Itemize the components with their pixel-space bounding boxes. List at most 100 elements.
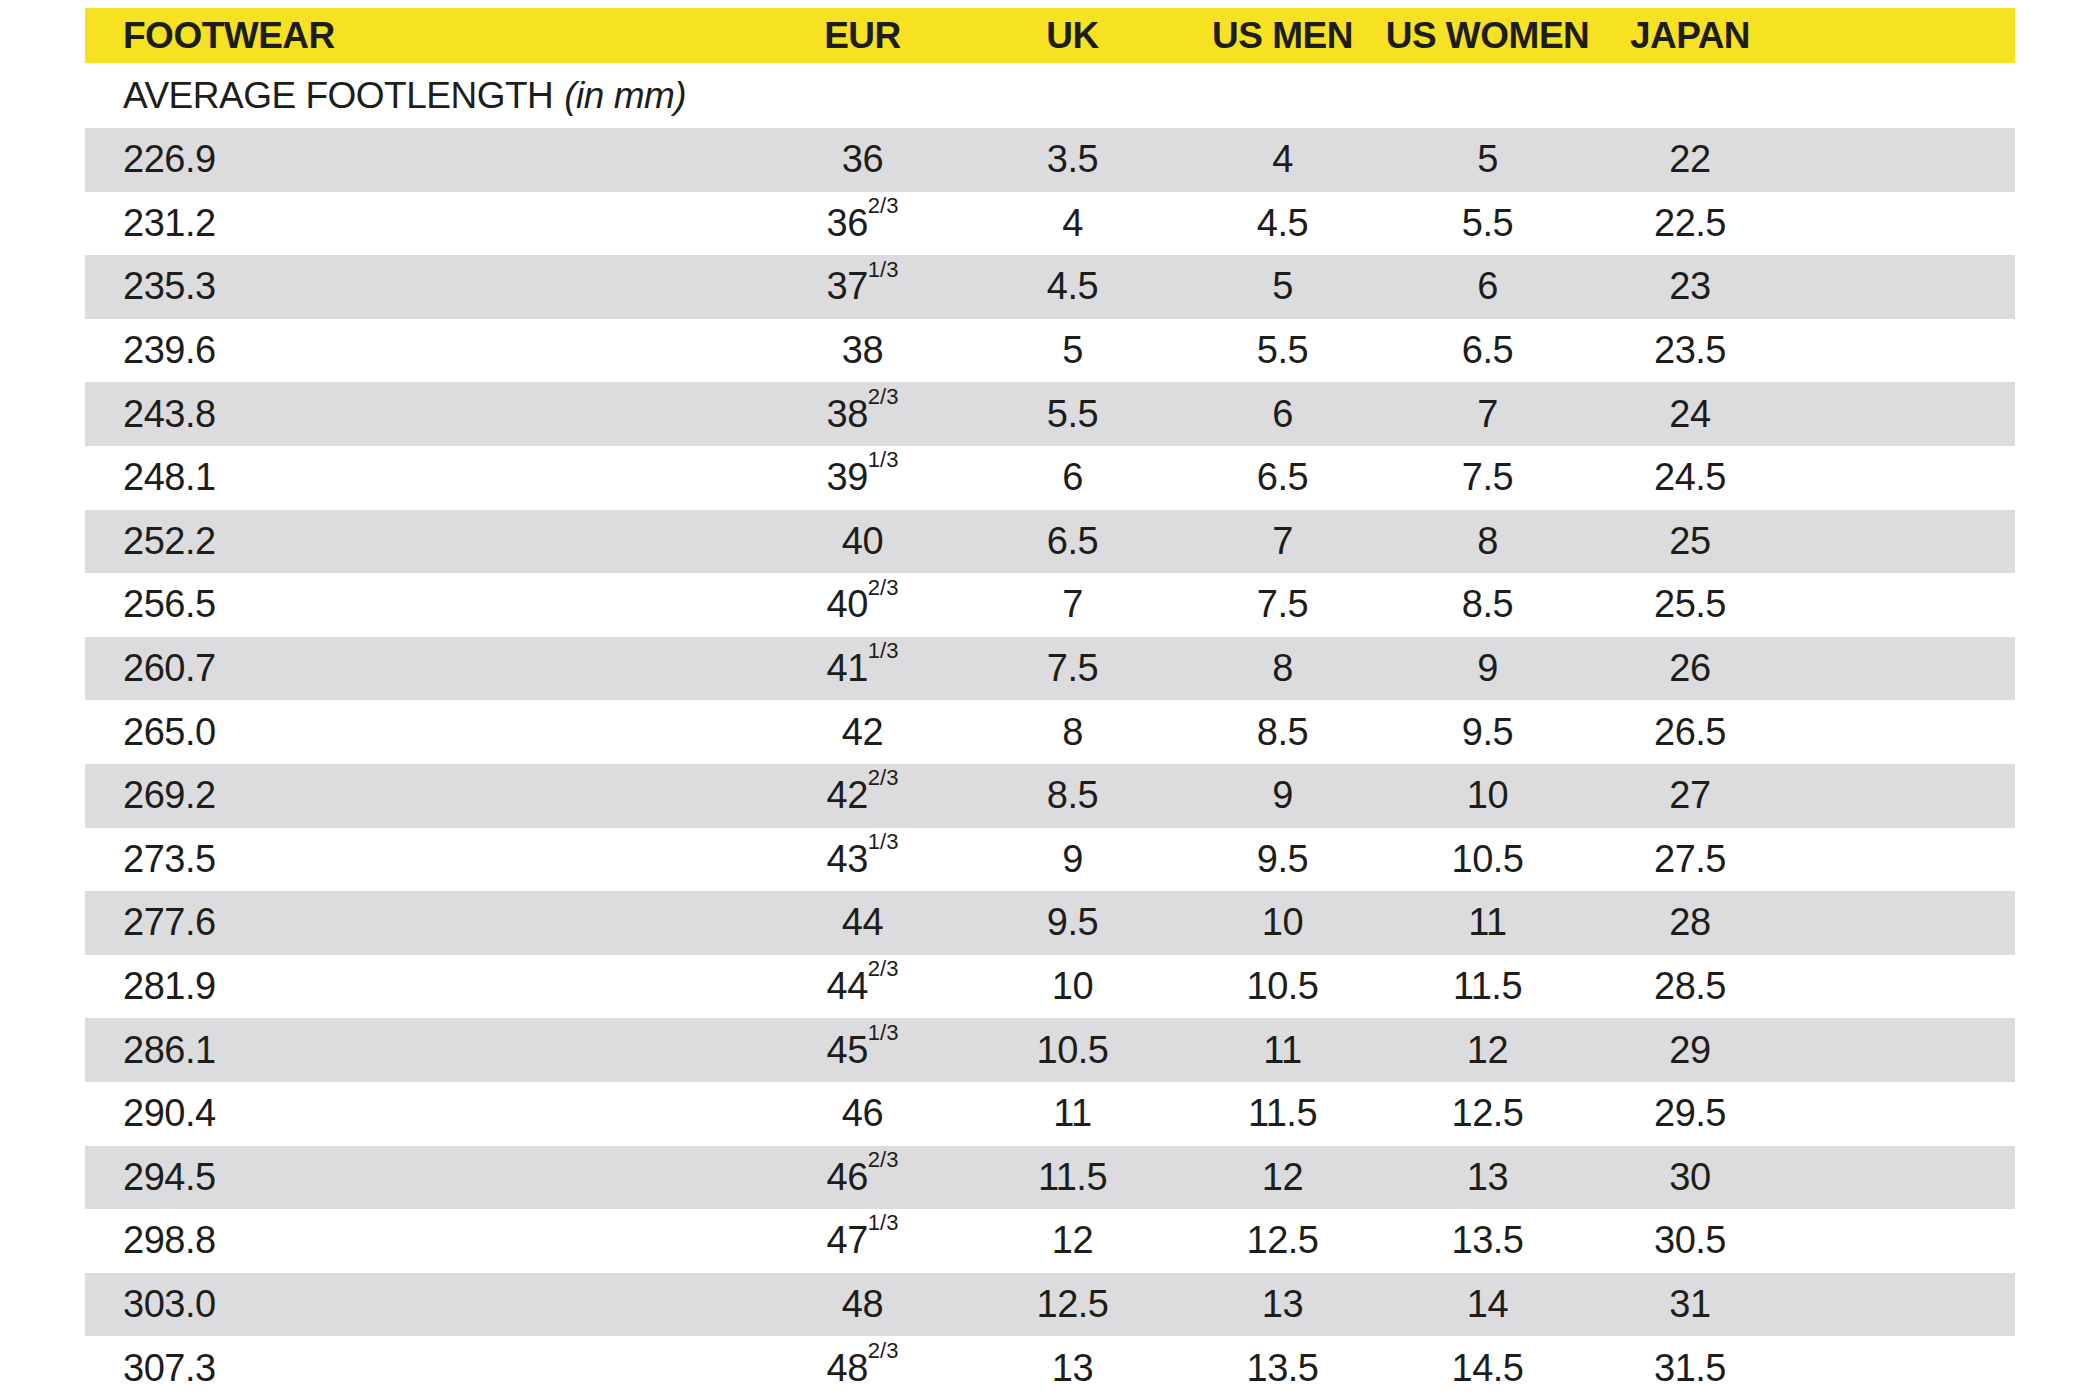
table-row: 290.4 46 11 11.5 12.5 29.5 bbox=[85, 1082, 2015, 1146]
us-women-cell: 9.5 bbox=[1385, 711, 1590, 754]
footlength-cell: 248.1 bbox=[85, 456, 760, 499]
eur-cell: 42 bbox=[760, 711, 965, 754]
us-men-cell: 7.5 bbox=[1180, 583, 1385, 626]
eur-cell: 36 bbox=[760, 138, 965, 181]
eur-cell: 46 bbox=[760, 1092, 965, 1135]
eur-cell: 431/3 bbox=[760, 838, 965, 881]
eur-cell: 462/3 bbox=[760, 1156, 965, 1199]
footlength-cell: 290.4 bbox=[85, 1092, 760, 1135]
table-row: 298.8 471/3 12 12.5 13.5 30.5 bbox=[85, 1209, 2015, 1273]
eur-fraction: 1/3 bbox=[868, 1210, 899, 1235]
uk-cell: 10 bbox=[965, 965, 1180, 1008]
eur-cell: 38 bbox=[760, 329, 965, 372]
eur-fraction: 1/3 bbox=[868, 1020, 899, 1045]
footlength-cell: 269.2 bbox=[85, 774, 760, 817]
japan-cell: 29 bbox=[1590, 1029, 1790, 1072]
eur-cell: 48 bbox=[760, 1283, 965, 1326]
eur-fraction: 1/3 bbox=[868, 638, 899, 663]
subheader-unit: (in mm) bbox=[564, 75, 686, 117]
uk-cell: 4.5 bbox=[965, 265, 1180, 308]
eur-cell: 471/3 bbox=[760, 1219, 965, 1262]
uk-cell: 6 bbox=[965, 456, 1180, 499]
us-men-cell: 9 bbox=[1180, 774, 1385, 817]
footlength-cell: 307.3 bbox=[85, 1347, 760, 1390]
eur-cell: 362/3 bbox=[760, 202, 965, 245]
footlength-cell: 281.9 bbox=[85, 965, 760, 1008]
us-women-cell: 14 bbox=[1385, 1283, 1590, 1326]
japan-cell: 28 bbox=[1590, 901, 1790, 944]
japan-cell: 27.5 bbox=[1590, 838, 1790, 881]
us-women-cell: 8.5 bbox=[1385, 583, 1590, 626]
us-men-cell: 9.5 bbox=[1180, 838, 1385, 881]
uk-cell: 9 bbox=[965, 838, 1180, 881]
us-men-cell: 11 bbox=[1180, 1029, 1385, 1072]
us-men-cell: 8 bbox=[1180, 647, 1385, 690]
eur-fraction: 2/3 bbox=[868, 956, 899, 981]
us-men-cell: 10 bbox=[1180, 901, 1385, 944]
us-women-cell: 7 bbox=[1385, 393, 1590, 436]
column-header-japan: JAPAN bbox=[1590, 15, 1790, 57]
subheader-row: AVERAGE FOOTLENGTH (in mm) bbox=[85, 63, 2015, 128]
table-row: 307.3 482/3 13 13.5 14.5 31.5 bbox=[85, 1336, 2015, 1400]
eur-fraction: 2/3 bbox=[868, 1147, 899, 1172]
footlength-cell: 252.2 bbox=[85, 520, 760, 563]
table-row: 286.1 451/3 10.5 11 12 29 bbox=[85, 1018, 2015, 1082]
column-header-us-women: US WOMEN bbox=[1385, 15, 1590, 57]
japan-cell: 29.5 bbox=[1590, 1092, 1790, 1135]
japan-cell: 26 bbox=[1590, 647, 1790, 690]
eur-cell: 382/3 bbox=[760, 393, 965, 436]
table-row: 239.6 38 5 5.5 6.5 23.5 bbox=[85, 319, 2015, 383]
us-men-cell: 12.5 bbox=[1180, 1219, 1385, 1262]
us-women-cell: 9 bbox=[1385, 647, 1590, 690]
eur-cell: 402/3 bbox=[760, 583, 965, 626]
uk-cell: 11.5 bbox=[965, 1156, 1180, 1199]
us-women-cell: 12 bbox=[1385, 1029, 1590, 1072]
uk-cell: 10.5 bbox=[965, 1029, 1180, 1072]
uk-cell: 8.5 bbox=[965, 774, 1180, 817]
footlength-cell: 273.5 bbox=[85, 838, 760, 881]
table-row: 235.3 371/3 4.5 5 6 23 bbox=[85, 255, 2015, 319]
us-men-cell: 6.5 bbox=[1180, 456, 1385, 499]
uk-cell: 11 bbox=[965, 1092, 1180, 1135]
eur-cell: 371/3 bbox=[760, 265, 965, 308]
us-men-cell: 8.5 bbox=[1180, 711, 1385, 754]
japan-cell: 23 bbox=[1590, 265, 1790, 308]
uk-cell: 8 bbox=[965, 711, 1180, 754]
table-row: 252.2 40 6.5 7 8 25 bbox=[85, 510, 2015, 574]
eur-fraction: 1/3 bbox=[868, 447, 899, 472]
us-women-cell: 14.5 bbox=[1385, 1347, 1590, 1390]
uk-cell: 5.5 bbox=[965, 393, 1180, 436]
eur-fraction: 2/3 bbox=[868, 384, 899, 409]
table-row: 294.5 462/3 11.5 12 13 30 bbox=[85, 1146, 2015, 1210]
us-men-cell: 13.5 bbox=[1180, 1347, 1385, 1390]
table-row: 243.8 382/3 5.5 6 7 24 bbox=[85, 382, 2015, 446]
footlength-cell: 243.8 bbox=[85, 393, 760, 436]
eur-cell: 442/3 bbox=[760, 965, 965, 1008]
column-header-eur: EUR bbox=[760, 15, 965, 57]
us-men-cell: 7 bbox=[1180, 520, 1385, 563]
table-body: 226.9 36 3.5 4 5 22 231.2 362/3 4 4.5 5.… bbox=[85, 128, 2015, 1400]
uk-cell: 4 bbox=[965, 202, 1180, 245]
us-women-cell: 6 bbox=[1385, 265, 1590, 308]
table-row: 303.0 48 12.5 13 14 31 bbox=[85, 1273, 2015, 1337]
us-men-cell: 11.5 bbox=[1180, 1092, 1385, 1135]
us-women-cell: 11 bbox=[1385, 901, 1590, 944]
footlength-cell: 231.2 bbox=[85, 202, 760, 245]
japan-cell: 24 bbox=[1590, 393, 1790, 436]
footlength-cell: 226.9 bbox=[85, 138, 760, 181]
japan-cell: 24.5 bbox=[1590, 456, 1790, 499]
us-men-cell: 4.5 bbox=[1180, 202, 1385, 245]
us-men-cell: 6 bbox=[1180, 393, 1385, 436]
us-men-cell: 10.5 bbox=[1180, 965, 1385, 1008]
japan-cell: 31.5 bbox=[1590, 1347, 1790, 1390]
uk-cell: 12 bbox=[965, 1219, 1180, 1262]
table-row: 248.1 391/3 6 6.5 7.5 24.5 bbox=[85, 446, 2015, 510]
uk-cell: 9.5 bbox=[965, 901, 1180, 944]
us-women-cell: 10 bbox=[1385, 774, 1590, 817]
japan-cell: 28.5 bbox=[1590, 965, 1790, 1008]
footlength-cell: 277.6 bbox=[85, 901, 760, 944]
footlength-cell: 298.8 bbox=[85, 1219, 760, 1262]
japan-cell: 26.5 bbox=[1590, 711, 1790, 754]
eur-fraction: 2/3 bbox=[868, 193, 899, 218]
footlength-cell: 294.5 bbox=[85, 1156, 760, 1199]
